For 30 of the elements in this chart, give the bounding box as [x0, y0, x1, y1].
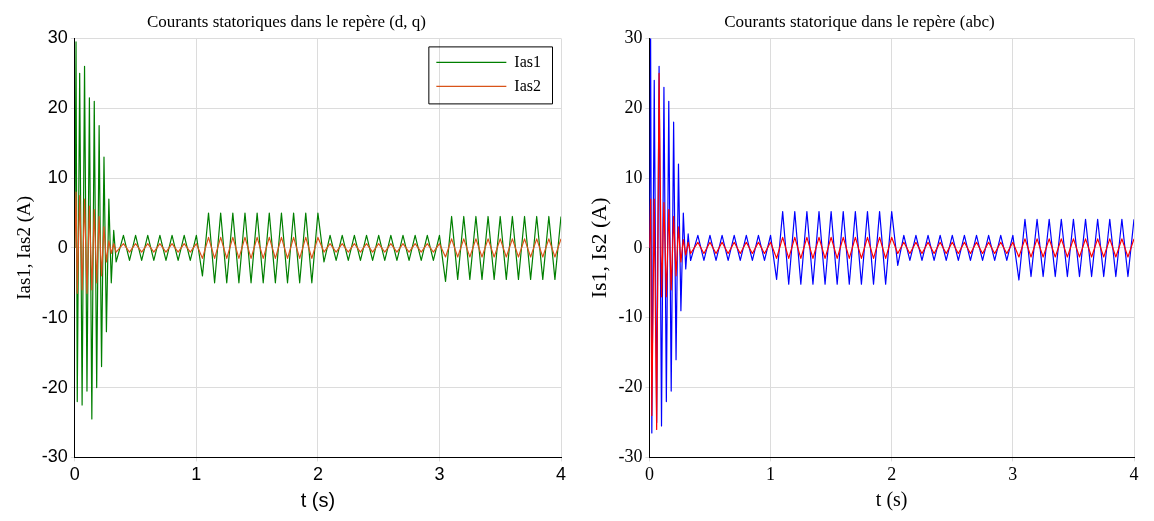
y-tick-label: 0: [633, 236, 643, 257]
y-tick-label: -10: [618, 306, 643, 327]
x-tick-label: 2: [887, 463, 897, 484]
y-axis-title: Ias1, Ias2 (A): [13, 195, 36, 300]
x-tick-label: 3: [434, 464, 445, 485]
y-tick-label: 30: [624, 27, 643, 48]
y-tick-label: 20: [624, 96, 643, 117]
y-tick-label: 0: [57, 236, 68, 257]
legend-label: Ias1: [514, 52, 541, 70]
x-axis-title: t (s): [875, 488, 908, 512]
y-tick-label: 10: [47, 167, 68, 188]
y-tick-label: -30: [41, 446, 68, 467]
x-axis-title: t (s): [300, 488, 336, 511]
x-tick-label: 1: [766, 463, 776, 484]
y-tick-label: 20: [47, 97, 68, 118]
x-tick-label: 2: [312, 464, 323, 485]
y-tick-label: -30: [618, 446, 643, 467]
chart-title: Courants statoriques dans le repère (d, q): [147, 11, 426, 31]
y-tick-label: -10: [41, 306, 68, 327]
x-tick-label: 4: [555, 464, 567, 485]
y-tick-label: -20: [41, 376, 68, 397]
x-tick-label: 3: [1008, 463, 1018, 484]
chart-title: Courants statorique dans le repère (abc): [724, 11, 995, 31]
x-tick-label: 1: [191, 464, 202, 485]
y-tick-label: 30: [47, 27, 68, 48]
x-tick-label: 4: [1129, 463, 1139, 484]
y-axis-title: Is1, Is2 (A): [585, 197, 611, 299]
y-tick-label: 10: [624, 166, 643, 187]
y-tick-label: -20: [618, 376, 643, 397]
legend-label: Ias2: [514, 76, 541, 94]
